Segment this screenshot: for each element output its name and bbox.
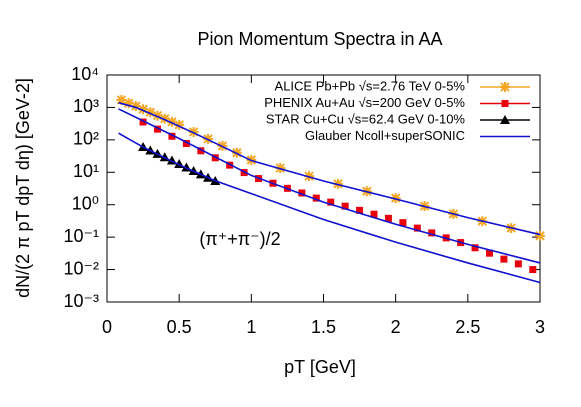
data-point (428, 229, 436, 237)
legend-label: ALICE Pb+Pb √s=2.76 TeV 0-5% (275, 78, 466, 93)
data-point (197, 147, 205, 155)
legend-marker (501, 100, 509, 107)
y-tick-label: 10⁴ (71, 64, 99, 84)
data-point (312, 194, 320, 202)
data-point (500, 255, 508, 263)
y-axis-label: dN/(2 π pT dpT dη) [GeV-2] (13, 78, 33, 298)
data-point (370, 210, 378, 218)
data-point (356, 206, 364, 214)
data-point (168, 132, 176, 140)
legend-marker (500, 82, 510, 92)
y-tick-label: 10⁰ (72, 193, 99, 213)
y-tick-label: 10⁻² (63, 258, 99, 278)
x-tick-label: 1.5 (311, 317, 336, 337)
data-point (390, 193, 401, 204)
data-point (145, 107, 156, 118)
data-point (413, 224, 421, 232)
data-point (139, 118, 147, 126)
data-point (327, 198, 335, 206)
y-tick-label: 10¹ (73, 161, 99, 181)
x-tick-label: 0 (102, 317, 112, 337)
data-point (485, 249, 493, 257)
data-point (399, 219, 407, 227)
data-point (152, 110, 163, 121)
y-tick-label: 10⁻¹ (63, 226, 99, 246)
data-point (529, 266, 537, 274)
x-tick-label: 2.5 (455, 317, 480, 337)
x-tick-label: 3 (535, 317, 545, 337)
x-tick-label: 1 (246, 317, 256, 337)
legend-label: Glauber Ncoll+superSONIC (305, 128, 465, 143)
data-point (298, 189, 306, 197)
x-axis-label: pT [GeV] (284, 357, 356, 377)
y-tick-label: 10² (73, 129, 99, 149)
data-point (123, 98, 134, 109)
data-point (471, 244, 479, 252)
data-point (174, 119, 185, 130)
data-point (514, 260, 522, 268)
data-point (138, 104, 149, 115)
data-point (535, 230, 545, 241)
y-tick-label: 10⁻³ (63, 291, 99, 311)
model-line (118, 108, 541, 264)
data-point (159, 113, 170, 124)
data-point (341, 202, 349, 210)
model-line (118, 132, 541, 284)
data-point (182, 140, 190, 148)
annotation: (π⁺+π⁻)/2 (199, 229, 280, 249)
legend-marker (500, 115, 510, 124)
model-line (118, 101, 541, 236)
data-point (154, 125, 162, 133)
legend-label: STAR Cu+Cu √s=62.4 GeV 0-10% (266, 111, 466, 126)
data-point (116, 94, 127, 105)
data-point (166, 116, 177, 127)
y-tick-label: 10³ (73, 96, 99, 116)
legend-label: PHENIX Au+Au √s=200 GeV 0-5% (264, 95, 465, 110)
data-point (130, 101, 141, 112)
chart-title: Pion Momentum Spectra in AA (197, 29, 442, 49)
x-tick-label: 0.5 (167, 317, 192, 337)
x-tick-label: 2 (391, 317, 401, 337)
data-point (384, 214, 392, 222)
